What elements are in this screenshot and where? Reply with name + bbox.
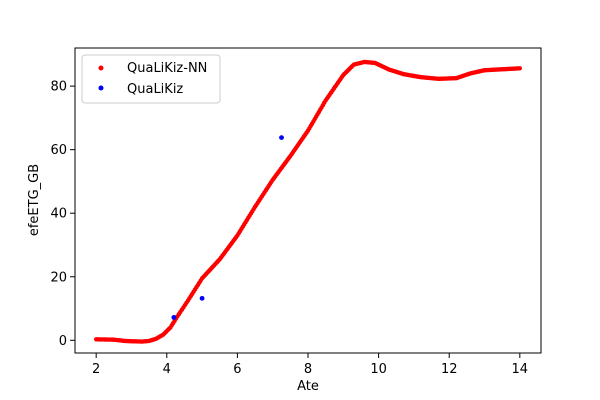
x-tick-label: 14 <box>512 362 529 377</box>
y-axis-label: efeETG_GB <box>27 164 42 236</box>
legend-marker-qualikiz-nn <box>98 65 104 71</box>
x-axis: 2 4 6 8 10 12 14 <box>92 353 528 377</box>
y-tick-label: 0 <box>59 334 67 349</box>
legend-label-qualikiz-nn: QuaLiKiz-NN <box>127 61 207 76</box>
legend: QuaLiKiz-NN QuaLiKiz <box>81 54 221 104</box>
qualikiz-point <box>199 295 205 301</box>
qualikiz-point <box>279 135 284 140</box>
x-tick-label: 8 <box>304 362 312 377</box>
x-tick-label: 2 <box>92 362 100 377</box>
qualikiz-nn-point <box>517 66 523 71</box>
y-tick-label: 60 <box>50 143 67 158</box>
legend-box <box>81 54 221 104</box>
y-axis: 0 20 40 60 80 <box>50 80 75 349</box>
legend-marker-qualikiz <box>98 85 104 91</box>
x-tick-label: 4 <box>163 362 171 377</box>
qualikiz-point <box>171 315 177 320</box>
x-tick-label: 12 <box>441 362 458 377</box>
plot-area <box>93 59 523 344</box>
legend-label-qualikiz: QuaLiKiz <box>127 82 183 97</box>
y-tick-label: 20 <box>50 270 67 285</box>
y-tick-label: 40 <box>50 207 67 222</box>
x-axis-label: Ate <box>297 379 319 394</box>
y-tick-label: 80 <box>50 80 67 95</box>
x-tick-label: 6 <box>233 362 241 377</box>
x-tick-label: 10 <box>370 362 387 377</box>
